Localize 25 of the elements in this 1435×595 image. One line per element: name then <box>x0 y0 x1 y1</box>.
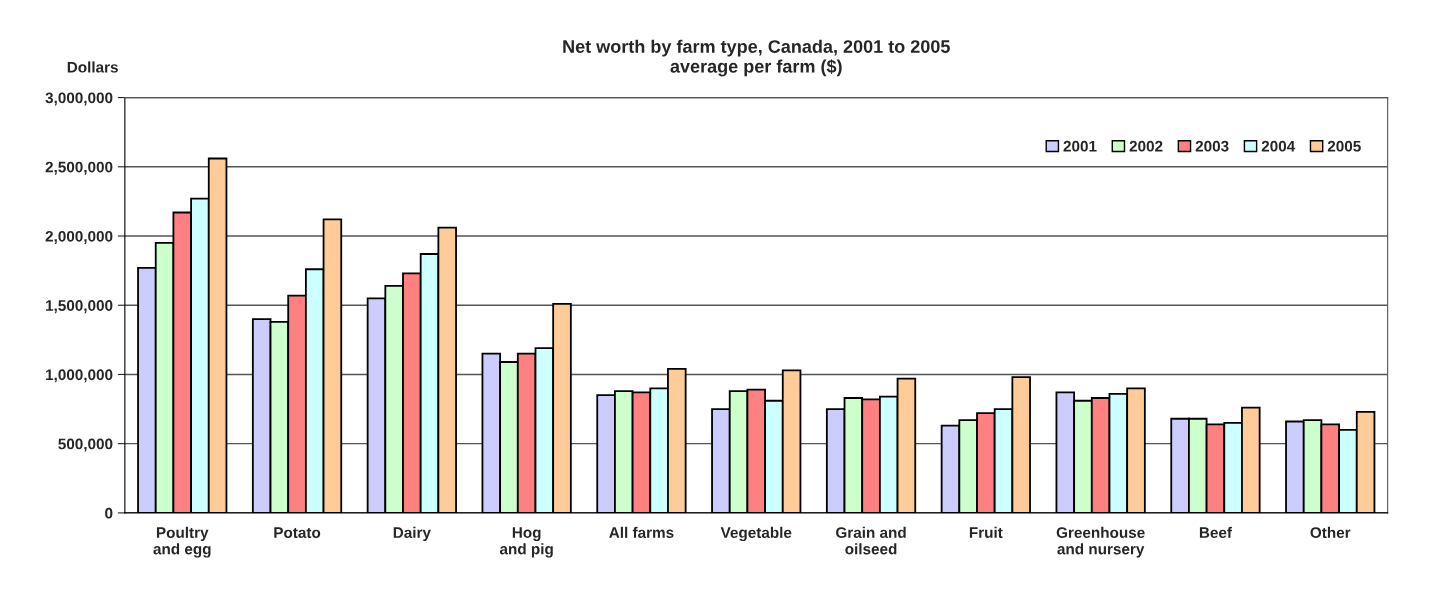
x-tick-label: Hog and pig <box>499 527 553 558</box>
legend-label: 2004 <box>1261 140 1296 152</box>
x-tick-label: Dairy <box>393 526 431 542</box>
x-tick-label: Potato <box>274 527 321 538</box>
y-tick-label: 500,000 <box>58 438 113 452</box>
y-tick-label: 0 <box>105 507 113 519</box>
x-tick-label: Poultry and egg <box>153 526 211 558</box>
x-tick-label: Other <box>1310 526 1351 538</box>
y-tick-label: 3,000,000 <box>45 92 113 106</box>
legend-label: 2005 <box>1327 140 1361 152</box>
legend-label: 2003 <box>1195 140 1229 152</box>
x-tick-label: Fruit <box>969 526 1003 538</box>
legend-label: 2002 <box>1129 140 1163 152</box>
y-tick-label: 2,500,000 <box>45 161 113 175</box>
x-tick-label: Beef <box>1199 526 1233 538</box>
x-tick-label: Grain and oilseed <box>836 526 906 555</box>
chart-title: Net worth by farm type, Canada, 2001 to 2005 average per farm ($) <box>563 39 950 77</box>
x-tick-label: Greenhouse and nursery <box>1056 526 1145 558</box>
y-tick-label: 1,500,000 <box>46 300 113 314</box>
x-tick-label: All farms <box>609 526 674 538</box>
x-tick-label: Vegetable <box>720 526 792 542</box>
y-tick-label: 2,000,000 <box>45 230 113 244</box>
legend-label: 2001 <box>1063 140 1097 152</box>
y-tick-label: 1,000,000 <box>46 369 113 383</box>
y-axis-title: Dollars <box>67 61 118 73</box>
